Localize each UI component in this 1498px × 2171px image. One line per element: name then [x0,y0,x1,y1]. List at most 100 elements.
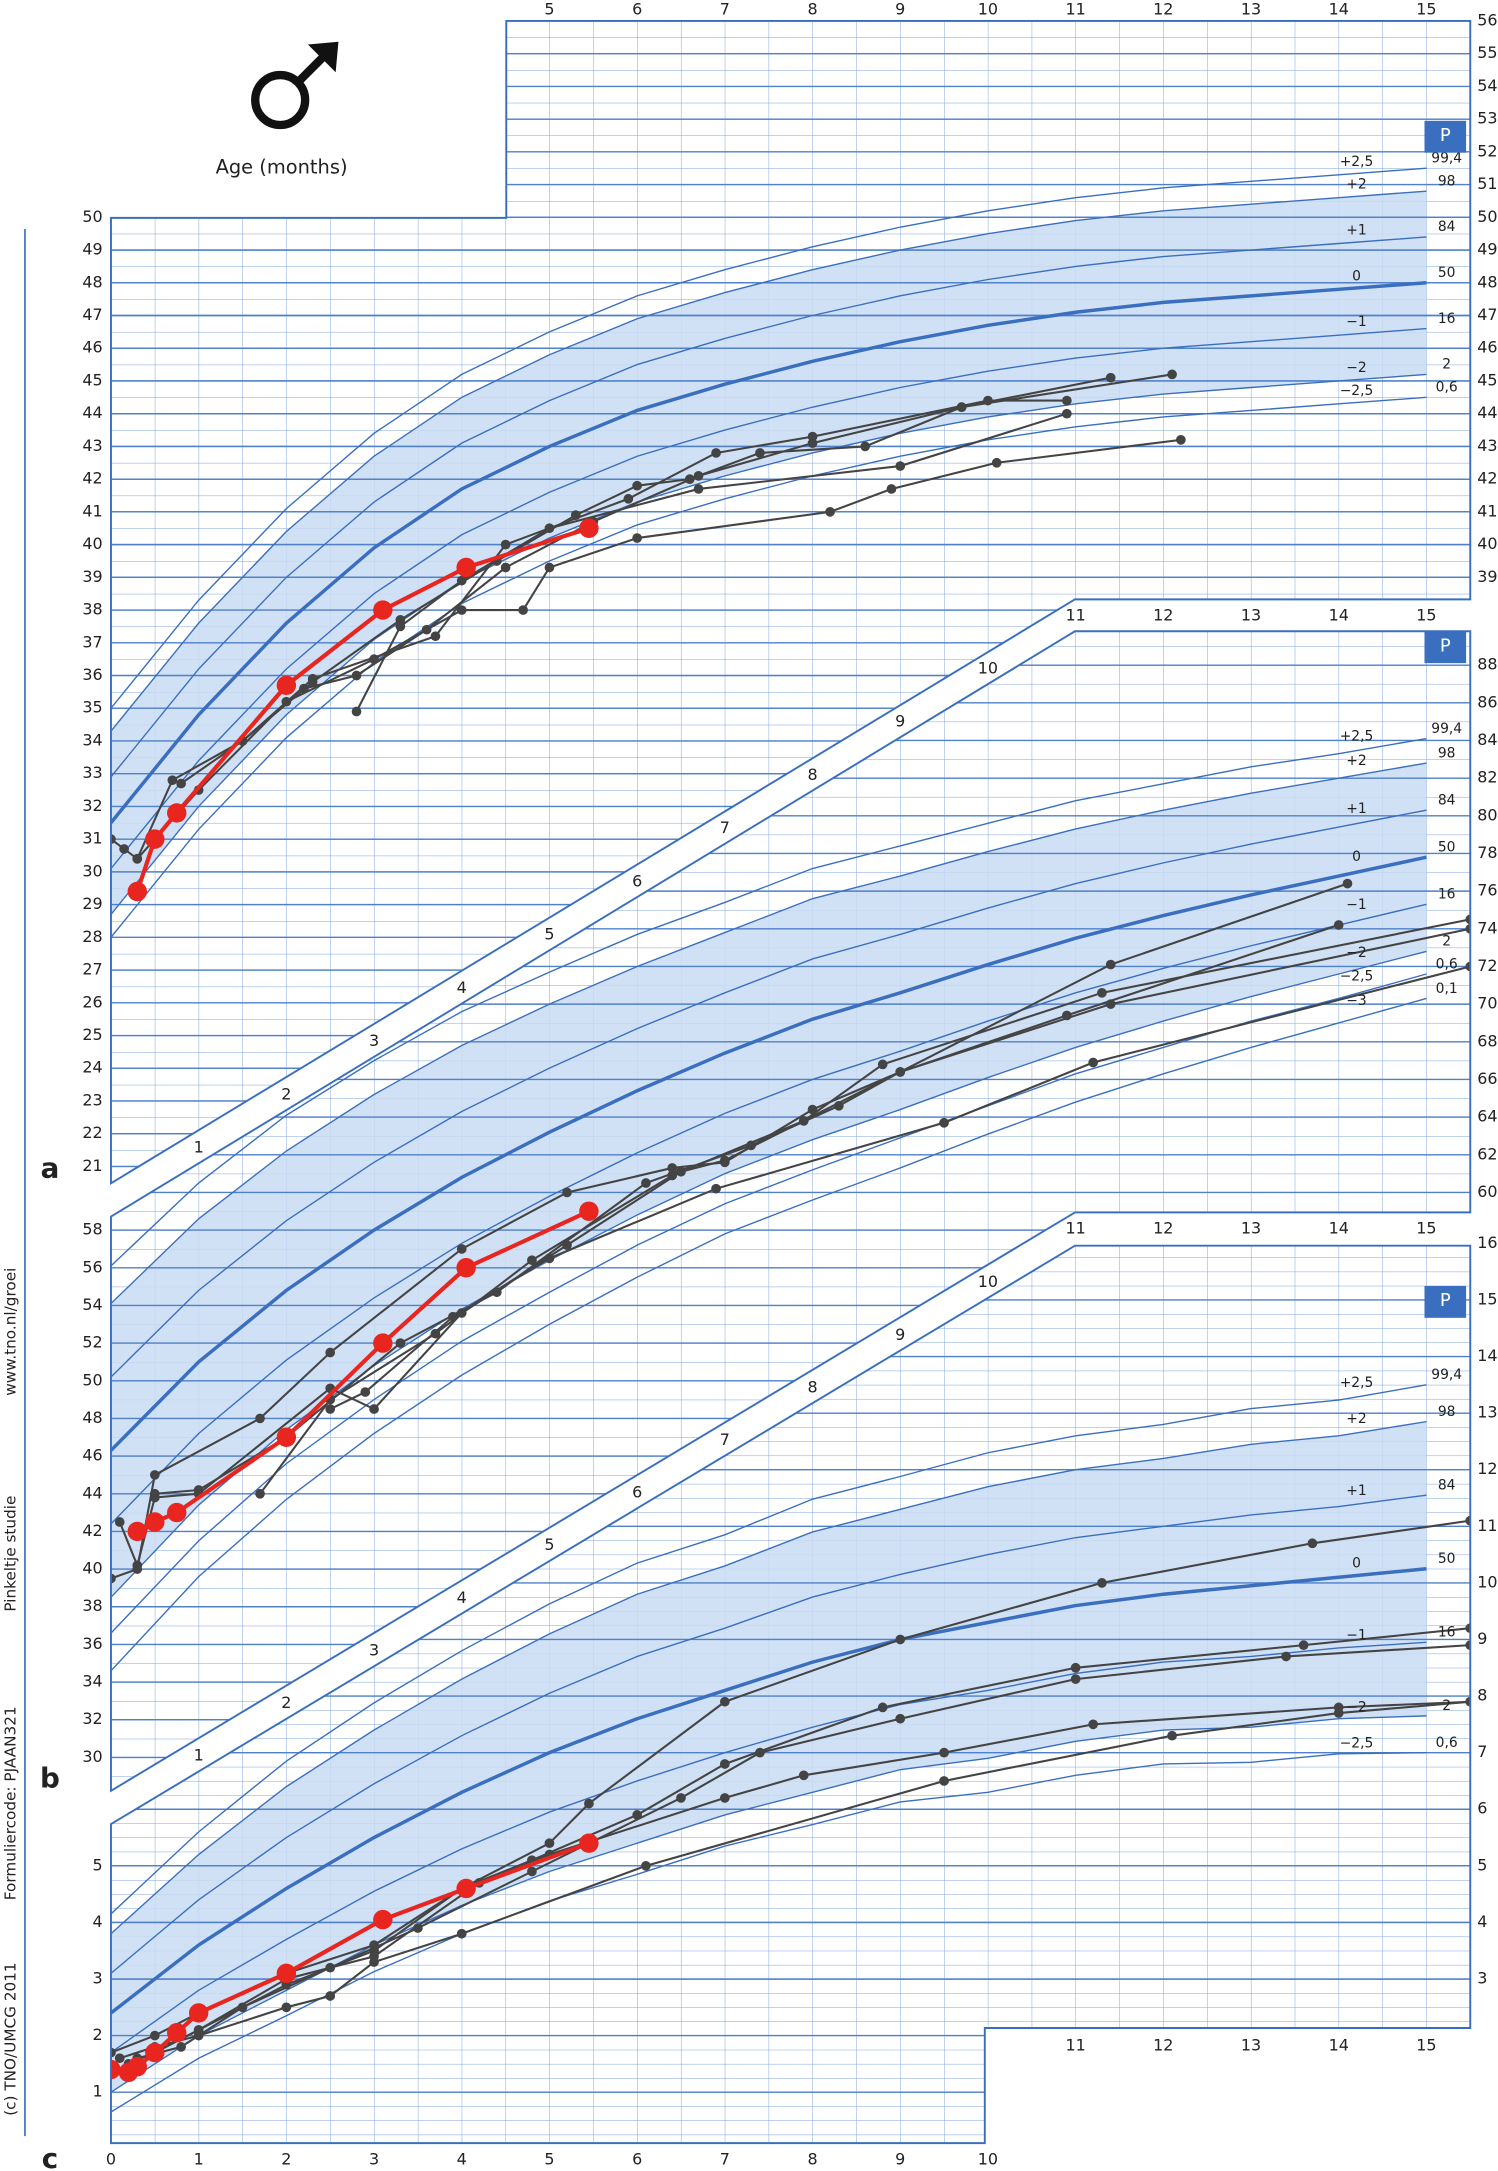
y-tick-label: 23 [82,1090,102,1109]
reference-curve [110,236,1427,778]
percentile-label: 98 [1438,1404,1456,1420]
y2-tick-label: 5 [1477,1855,1487,1874]
y2-tick-label: 46 [1477,338,1497,357]
percentile-label: 2 [1442,1698,1451,1714]
x-tick-label: 12 [1153,605,1173,624]
y2-tick-label: 6 [1477,1799,1487,1818]
y2-tick-label: 88 [1477,655,1497,674]
data-point [693,471,704,481]
x-tick-label: 14 [1329,0,1349,18]
reference-curve [110,373,1427,915]
y2-tick-label: 76 [1477,881,1497,900]
sd-label: +2,5 [1340,1375,1374,1391]
y-tick-label: 46 [82,1446,102,1465]
percentile-label: 84 [1438,792,1456,808]
y-tick-label: 44 [82,1483,102,1502]
y-tick-label: 5 [93,1855,103,1874]
y-tick-label: 41 [82,501,102,520]
y-tick-label: 45 [82,370,102,389]
reference-curve [110,903,1427,1525]
sd-label: −2,5 [1340,969,1374,985]
data-point [1465,923,1471,934]
percentile-header-box [1424,631,1467,664]
sd-label: −1 [1346,1627,1366,1643]
percentile-label: 50 [1438,840,1456,856]
y2-tick-label: 8 [1477,1686,1487,1705]
data-point [886,484,897,494]
y-tick-label: 47 [82,305,102,324]
reference-curve [110,1494,1427,1974]
y-tick-label: 1 [93,2082,103,2101]
x-tick-label: 5 [544,925,554,944]
y-tick-label: 33 [82,763,102,782]
y2-tick-label: 52 [1477,141,1497,160]
data-point [360,1387,371,1397]
x-tick-label: 15 [1416,605,1436,624]
y-tick-label: 36 [82,1634,102,1653]
reference-curve [110,1420,1427,1935]
data-point [693,484,704,494]
data-point [895,1067,906,1077]
y2-tick-label: 9 [1477,1629,1487,1648]
data-point [676,1793,686,1803]
y-tick-label: 32 [82,796,102,815]
data-point [127,2057,147,2077]
data-point [562,1187,572,1198]
data-point [421,624,432,635]
y-tick-label: 48 [82,1408,102,1427]
y-tick-label: 56 [82,1257,102,1276]
y2-tick-label: 41 [1477,501,1497,520]
shaded-band [110,1421,1427,2093]
y2-tick-label: 7 [1477,1742,1487,1761]
data-point [325,1991,336,2001]
x-tick-label: 14 [1329,1219,1349,1238]
x-tick-label: 3 [369,1031,379,1050]
x-tick-label: 10 [978,2149,998,2168]
reference-curve [110,855,1427,1452]
data-point [193,1485,204,1495]
data-point [1342,878,1353,889]
patient-line [180,399,1067,785]
y2-tick-label: 11 [1477,1516,1497,1535]
data-point [755,448,765,458]
data-point [1465,1515,1471,1526]
x-tick-label: 3 [369,1640,379,1659]
y-tick-label: 48 [82,272,102,291]
y2-tick-label: 68 [1477,1031,1497,1050]
data-point [276,1427,297,1447]
x-tick-label: 7 [720,1430,730,1449]
x-tick-label: 1 [194,1138,204,1157]
y2-tick-label: 43 [1477,436,1497,455]
y-tick-label: 25 [82,1025,102,1044]
data-point [939,1747,949,1758]
data-point [1298,1640,1309,1650]
y2-tick-label: 55 [1477,43,1497,62]
x-tick-label: 0 [106,2149,116,2168]
sd-label: 0 [1352,1555,1361,1571]
data-point [114,1517,125,1527]
data-point [1167,1730,1177,1741]
y2-tick-label: 44 [1477,403,1497,422]
data-point [1105,372,1116,383]
y-tick-label: 38 [82,1596,102,1615]
percentile-label: 2 [1442,934,1451,950]
data-point [145,2042,165,2063]
y-tick-label: 34 [82,730,102,749]
data-point [632,533,642,543]
x-tick-label: 12 [1153,2036,1173,2055]
data-point [719,1155,730,1166]
y-tick-label: 34 [82,1672,102,1691]
reference-curve [110,762,1427,1305]
data-point [719,1759,730,1769]
data-point [307,673,318,684]
y-tick-label: 39 [82,567,102,586]
percentile-label: 98 [1438,173,1456,189]
y-tick-label: 30 [82,1747,102,1766]
y-tick-label: 50 [82,1370,102,1389]
data-point [299,683,309,694]
data-point [500,539,511,550]
y2-tick-label: 4 [1477,1912,1487,1931]
x-tick-label: 11 [1065,2036,1085,2055]
x-tick-label: 4 [457,2149,467,2168]
